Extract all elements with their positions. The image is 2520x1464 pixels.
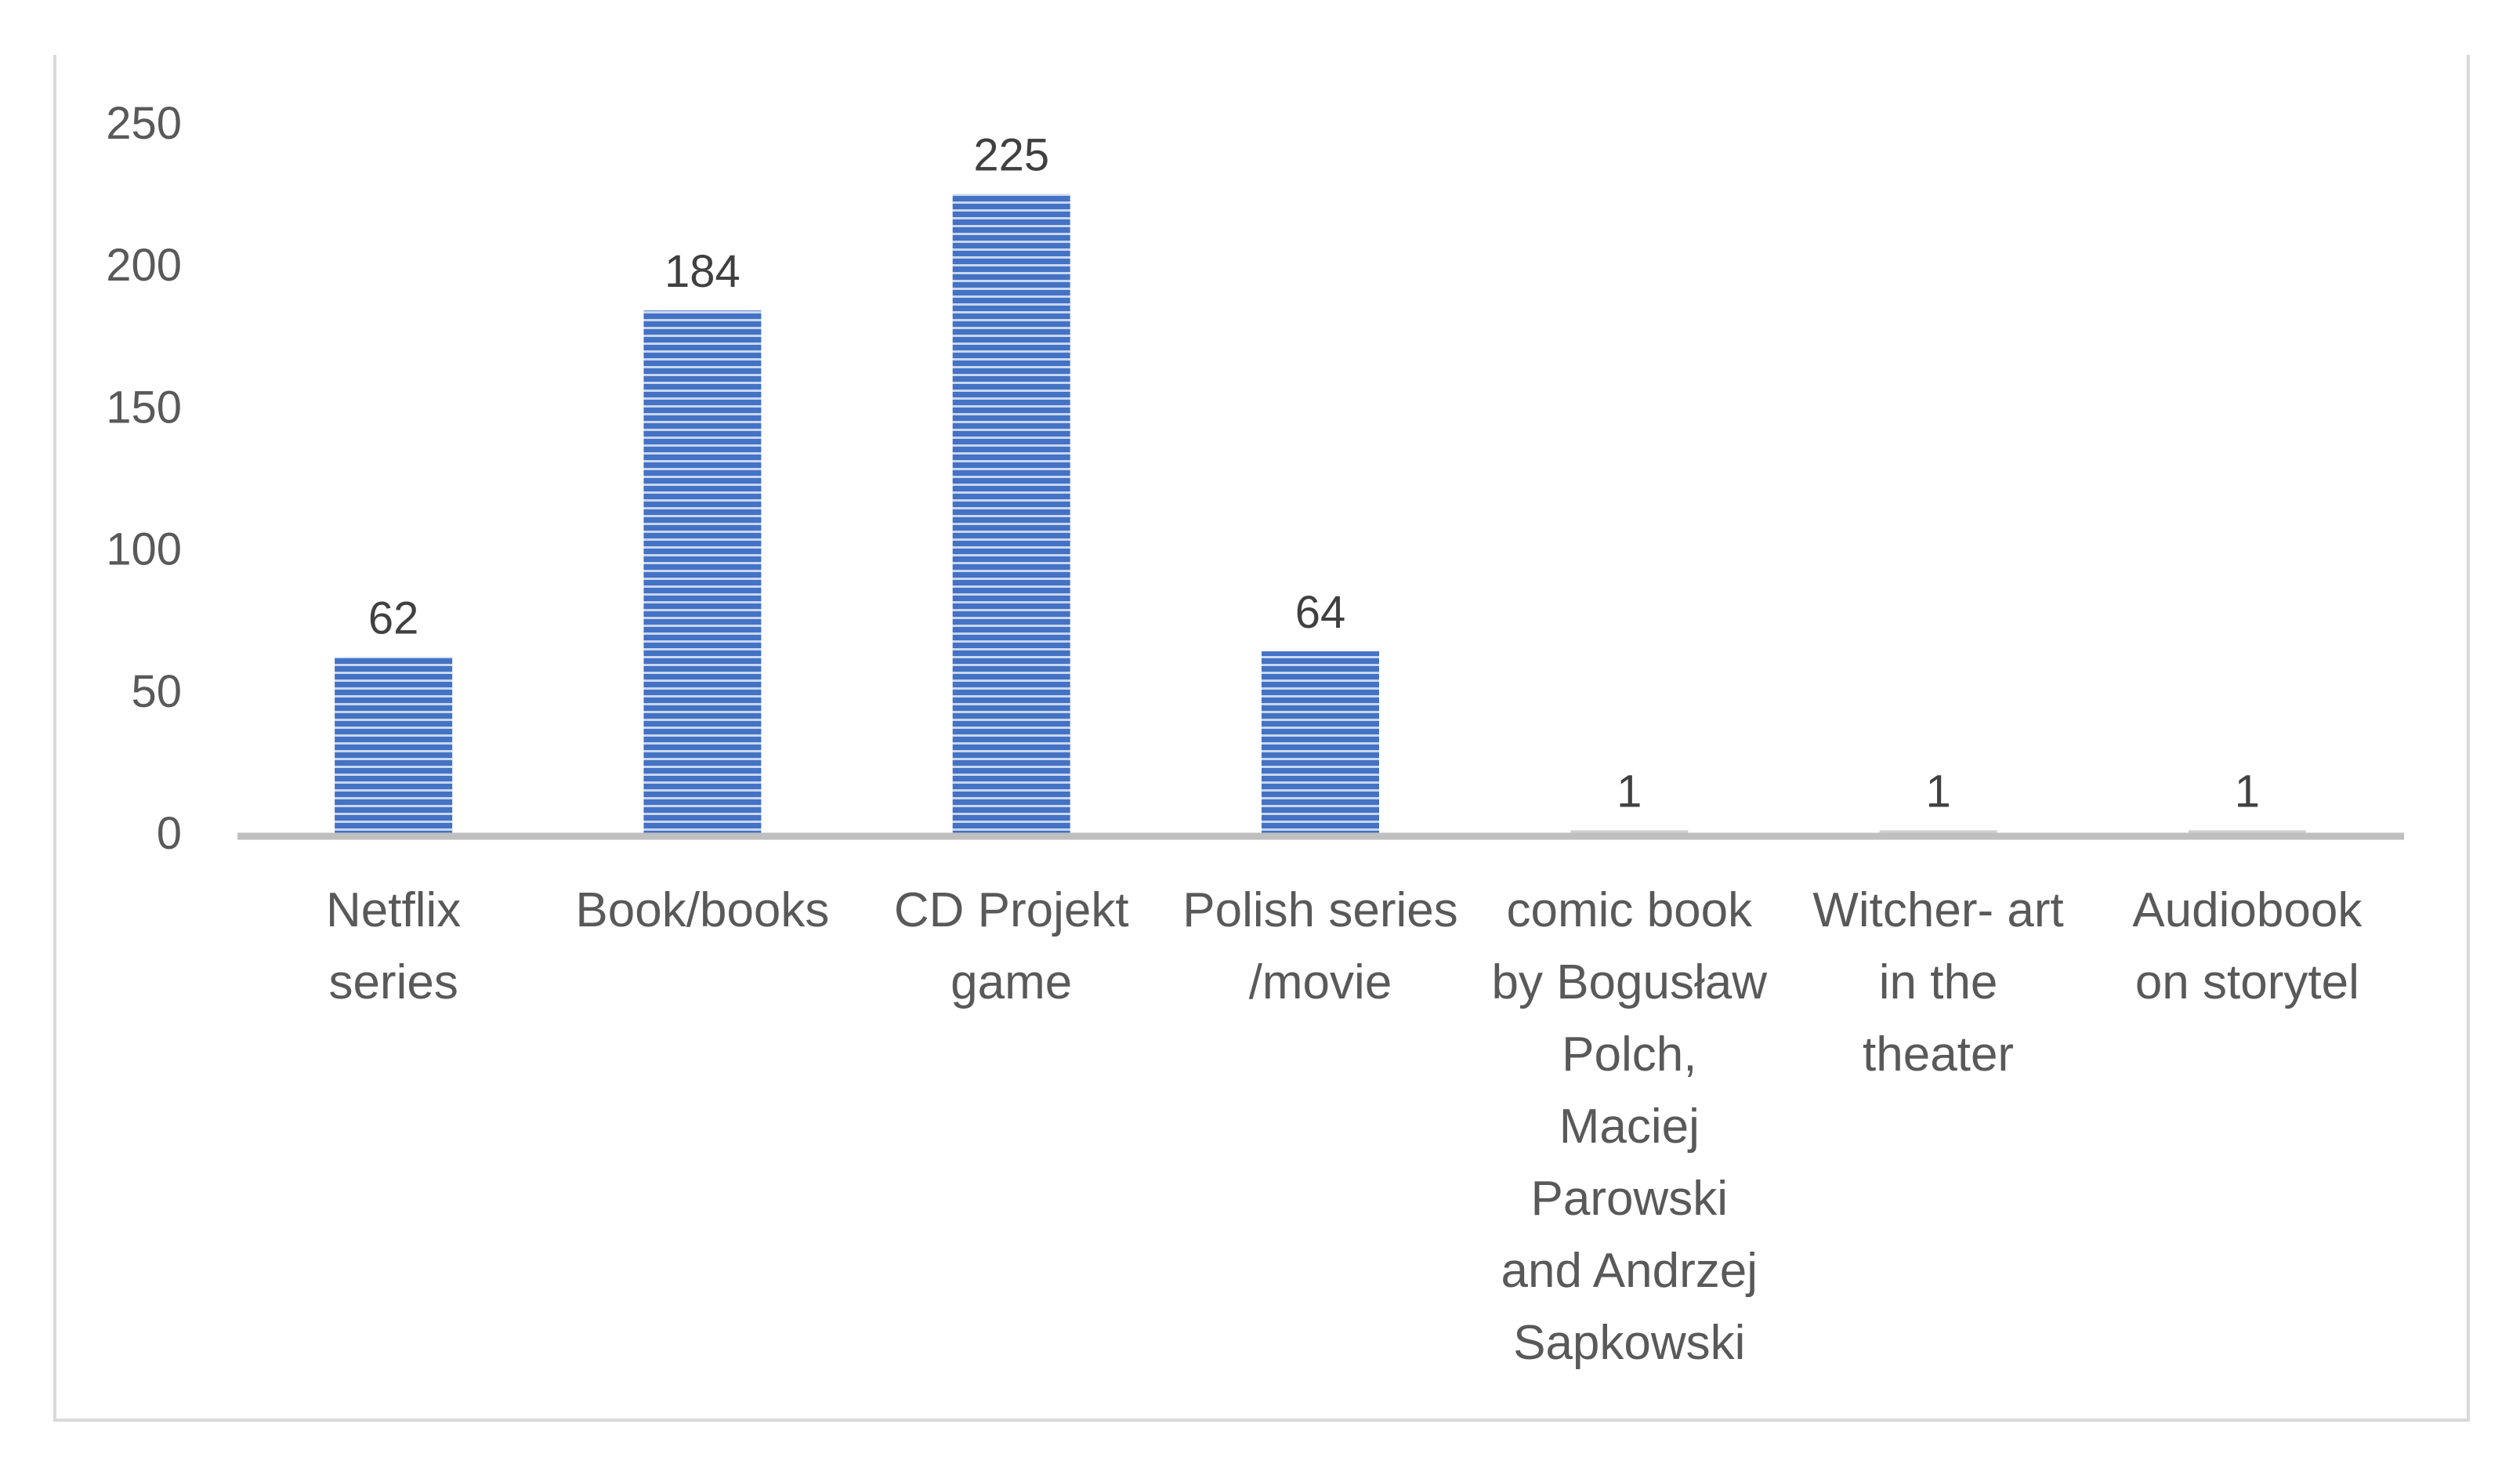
data-label: 225 [973,130,1049,181]
data-label: 1 [1617,766,1642,817]
category-label-line: game [950,955,1072,1009]
category-label-line: Book/books [575,883,829,937]
bar [643,310,762,834]
chart-frame [53,55,2470,1422]
category-label-line: Witcher- art [1812,883,2063,937]
bar [952,194,1070,834]
category-label-line: comic book [1506,883,1753,937]
category-label-line: and Andrzej [1501,1244,1758,1298]
bar [335,657,453,833]
category-label: CD Projekt game [894,883,1129,1009]
data-label: 1 [2235,766,2260,817]
bar [1262,651,1379,833]
category-label-line: Polish series [1182,883,1457,937]
category-label-line: Audiobook [2132,883,2362,937]
bars [335,194,2306,834]
y-tick-label: 0 [157,808,182,859]
data-label: 64 [1295,587,1346,638]
bar [1570,830,1689,833]
category-label: Witcher- art in the theater [1812,883,2063,1082]
category-label-line: theater [1863,1027,2014,1082]
category-label-line: in the [1879,955,1998,1009]
y-axis-ticks: 0 50 100 150 200 250 [106,98,182,859]
data-labels: 62 184 225 64 1 1 1 [368,130,2260,817]
category-label-line: by Bogusław [1492,955,1768,1009]
category-label-line: CD Projekt [894,883,1129,937]
category-label-line: series [328,955,458,1009]
category-label: Book/books [575,883,829,937]
bar [2188,830,2306,833]
category-label-line: on storytel [2135,955,2359,1009]
category-label-line: /movie [1249,955,1392,1009]
data-label: 184 [664,246,740,297]
y-tick-label: 50 [131,666,182,717]
y-tick-label: 150 [106,382,182,433]
category-label: comic book by Bogusław Polch, Maciej Parowsk… [1492,883,1768,1370]
y-tick-label: 100 [106,524,182,575]
category-label-line: Parowski [1531,1172,1729,1226]
y-tick-label: 200 [106,240,182,291]
data-label: 1 [1925,766,1950,817]
category-label: Polish series/movie [1182,883,1457,1009]
bar [1879,830,1997,833]
category-label-line: Maciej [1559,1100,1700,1154]
y-tick-label: 250 [106,98,182,149]
category-label-line: Netflix [326,883,461,937]
category-label: Audiobook on storytel [2132,883,2362,1009]
x-axis-categories: Netflix series Book/books CD Projekt game Pol… [326,883,2362,1370]
category-label-line: Sapkowski [1513,1316,1745,1370]
data-label: 62 [368,592,419,643]
category-label: Netflix series [326,883,461,1009]
category-label-line: Polch, [1562,1027,1696,1082]
